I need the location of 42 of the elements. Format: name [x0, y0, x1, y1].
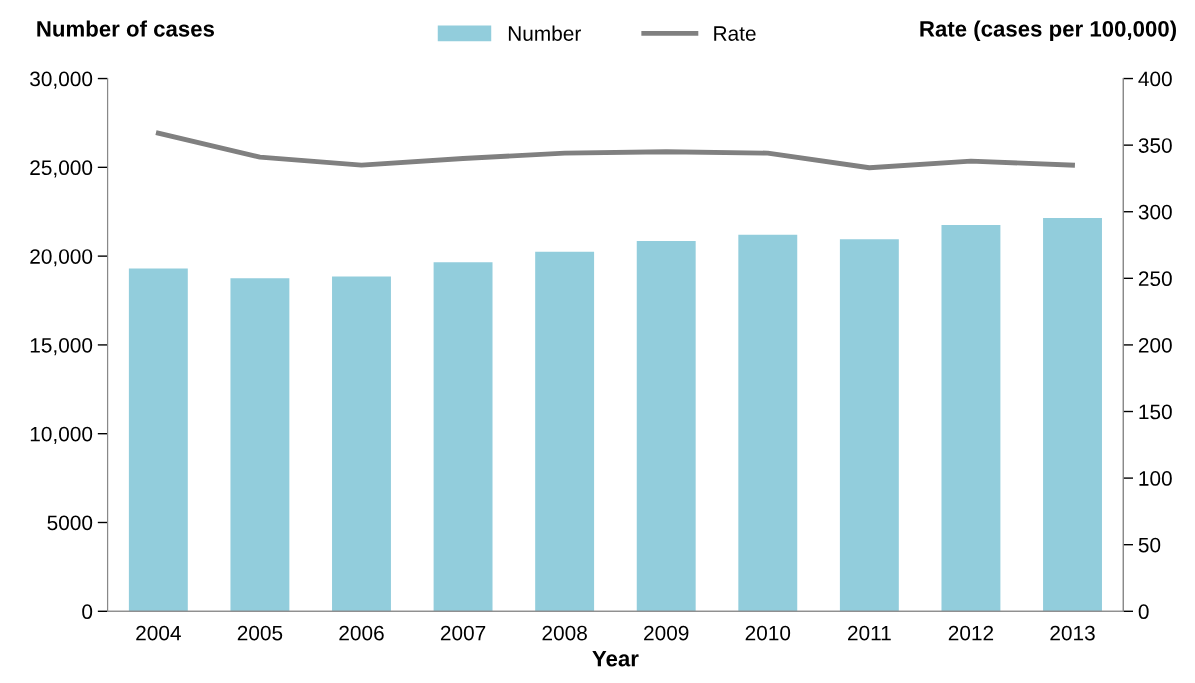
bar — [839, 239, 899, 612]
y2-tick-label: 0 — [1138, 604, 1149, 620]
bar — [738, 234, 798, 612]
x-tick-label: 2011 — [848, 625, 891, 641]
bar — [433, 262, 493, 612]
y2-tick-label: 300 — [1138, 204, 1172, 220]
x-tick-label: 2007 — [440, 625, 486, 641]
y-tick-label: 0 — [82, 604, 93, 620]
y-tick-label: 15,000 — [30, 337, 93, 356]
x-tick-label: 2005 — [237, 625, 283, 641]
y-tick-label: 5000 — [47, 515, 93, 531]
y-tick-label: 20,000 — [30, 249, 93, 267]
bar — [332, 276, 391, 612]
line-series — [155, 130, 1075, 171]
x-tick-label: 2004 — [136, 625, 181, 641]
x-tick-label: 2008 — [542, 625, 587, 641]
x-tick-label: 2012 — [948, 625, 994, 641]
y2-tick-label: 350 — [1138, 138, 1172, 153]
y-tick-label: 25,000 — [30, 160, 93, 178]
y2-tick-label: 100 — [1139, 471, 1172, 486]
x-axis-title: Year — [592, 650, 639, 667]
bar — [128, 268, 188, 612]
legend-label: Rate — [714, 26, 756, 41]
y2-tick-label: 200 — [1138, 337, 1172, 353]
bar — [636, 241, 696, 612]
y-tick-label: 30,000 — [30, 71, 93, 89]
bar — [1043, 217, 1102, 612]
y2-axis-title: Rate (cases per 100,000) — [920, 20, 1176, 42]
x-tick-label: 2013 — [1050, 625, 1095, 641]
bar — [230, 278, 290, 612]
x-tick-label: 2009 — [644, 625, 689, 641]
y2-tick-label: 400 — [1138, 71, 1172, 87]
x-tick-label: 2006 — [339, 625, 384, 641]
y-tick-label: 10,000 — [30, 426, 93, 444]
y-axis-title: Number of cases — [37, 20, 215, 37]
legend-label: Number — [508, 25, 581, 41]
y2-tick-label: 150 — [1139, 404, 1172, 420]
bar — [941, 225, 1001, 612]
y2-tick-label: 50 — [1138, 537, 1161, 553]
y2-tick-label: 250 — [1138, 271, 1172, 287]
x-tick-label: 2010 — [745, 625, 791, 641]
bar — [535, 251, 595, 612]
